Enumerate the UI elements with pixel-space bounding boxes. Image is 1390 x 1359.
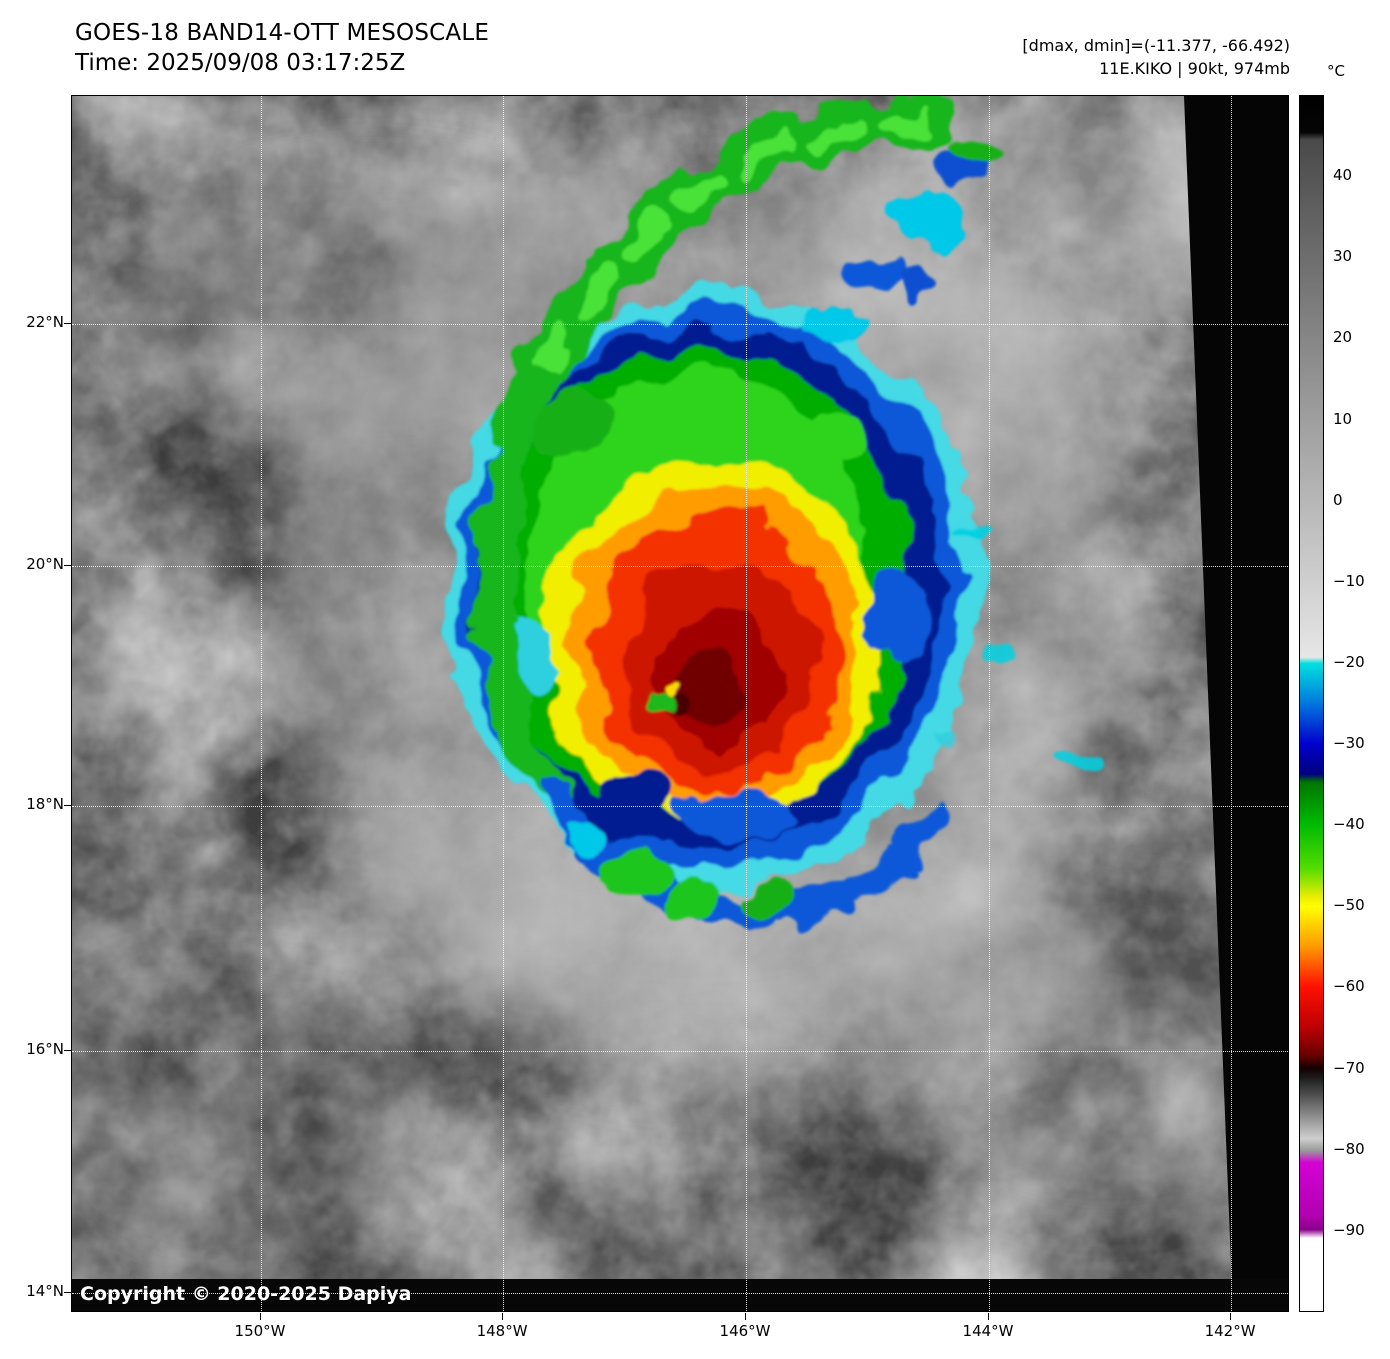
lon-label: 142°W	[1204, 1322, 1256, 1340]
colorbar-tick-label: 0	[1333, 490, 1343, 509]
lat-label: 18°N	[26, 794, 64, 813]
satellite-image	[72, 96, 1288, 1311]
lon-tick	[502, 1313, 504, 1320]
no-data-wedge	[1184, 96, 1288, 1311]
timestamp: Time: 2025/09/08 03:17:25Z	[75, 50, 406, 76]
colorbar-tick-label: −50	[1333, 896, 1365, 915]
lat-tick	[64, 1292, 71, 1294]
colorbar	[1299, 95, 1324, 1312]
colorbar-tick-label: 20	[1333, 328, 1353, 347]
colorbar-unit-label: °C	[1327, 62, 1345, 80]
colorbar-tick-label: −90	[1333, 1220, 1365, 1239]
lat-label: 20°N	[26, 555, 64, 573]
lon-label: 148°W	[476, 1322, 528, 1340]
colorbar-tick-label: −40	[1333, 815, 1365, 834]
lat-label: 14°N	[26, 1282, 64, 1301]
bottom-black-strip	[72, 1279, 1288, 1311]
lon-label: 144°W	[962, 1322, 1014, 1340]
copyright-notice: Copyright © 2020-2025 Dapiya	[80, 1283, 412, 1305]
colorbar-tick-label: 30	[1333, 247, 1353, 266]
colorbar-tick-label: 10	[1333, 409, 1353, 428]
colorbar-tick-label: −30	[1333, 734, 1365, 753]
colorbar-tick-label: −20	[1333, 652, 1365, 671]
colorbar-tick-label: −70	[1333, 1058, 1365, 1077]
colorbar-tick-label: −80	[1333, 1139, 1365, 1158]
lon-tick	[1230, 1313, 1232, 1320]
dmax-dmin-readout: [dmax, dmin]=(-11.377, -66.492)	[1022, 36, 1290, 55]
colorbar-tick-label: −10	[1333, 571, 1365, 590]
lat-tick	[64, 565, 71, 566]
map-area: Copyright © 2020-2025 Dapiya	[71, 95, 1289, 1312]
lat-tick	[64, 804, 71, 806]
lat-label: 16°N	[26, 1039, 64, 1058]
header-right: [dmax, dmin]=(-11.377, -66.492) 11E.KIKO…	[1022, 34, 1290, 80]
lat-label: 22°N	[26, 312, 64, 331]
lon-label: 146°W	[719, 1322, 771, 1340]
lon-tick	[988, 1313, 990, 1320]
page-title: GOES-18 BAND14-OTT MESOSCALE	[75, 20, 490, 46]
lat-tick	[64, 1049, 71, 1051]
storm-system	[444, 96, 1097, 927]
storm-info-readout: 11E.KIKO | 90kt, 974mb	[1099, 59, 1290, 78]
colorbar-tick-label: −60	[1333, 977, 1365, 996]
colorbar-tick-label: 40	[1333, 166, 1353, 185]
lat-tick	[64, 322, 71, 324]
lon-tick	[745, 1313, 747, 1320]
lon-tick	[260, 1313, 262, 1320]
lon-label: 150°W	[234, 1322, 286, 1340]
